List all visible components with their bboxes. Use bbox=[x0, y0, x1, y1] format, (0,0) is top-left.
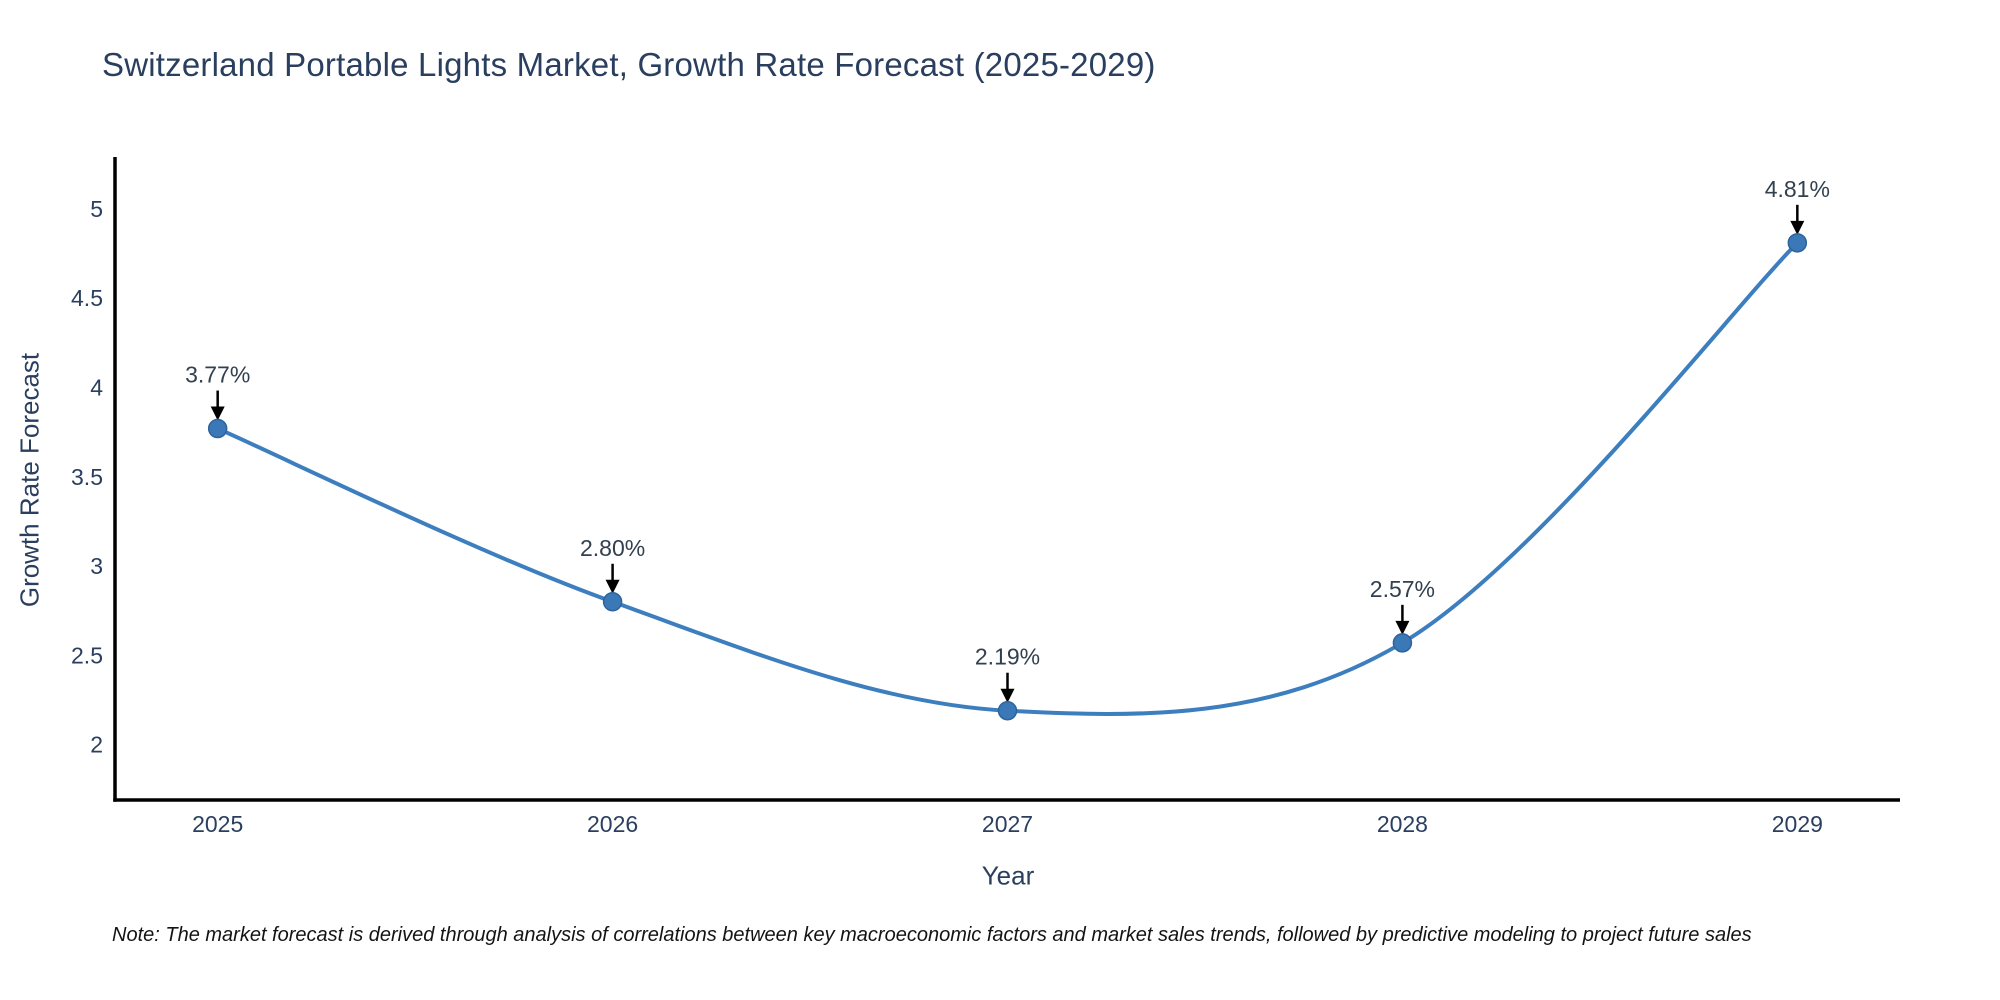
data-point-marker bbox=[207, 418, 228, 439]
y-tick-label: 3.5 bbox=[71, 464, 103, 490]
data-point-marker bbox=[602, 592, 623, 612]
y-tick-label: 2.5 bbox=[71, 642, 103, 668]
y-tick-label: 4.5 bbox=[71, 285, 103, 311]
x-tick-label: 2026 bbox=[587, 811, 638, 837]
x-axis-title: Year bbox=[981, 860, 1035, 891]
data-point-label: 4.81% bbox=[1765, 176, 1830, 202]
y-tick-label: 4 bbox=[90, 374, 103, 400]
data-point-label: 2.19% bbox=[975, 644, 1040, 670]
annotation-arrow-head bbox=[1000, 688, 1015, 703]
data-point-marker bbox=[997, 700, 1018, 721]
y-tick-label: 3 bbox=[90, 553, 103, 579]
y-tick-label: 2 bbox=[90, 732, 103, 758]
data-point-label: 3.77% bbox=[185, 362, 250, 388]
x-tick-label: 2028 bbox=[1377, 811, 1428, 837]
chart-footnote: Note: The market forecast is derived thr… bbox=[112, 924, 1752, 946]
x-tick-label: 2027 bbox=[982, 811, 1033, 837]
chart-title: Switzerland Portable Lights Market, Grow… bbox=[102, 46, 1156, 83]
annotation-arrow-head bbox=[1790, 220, 1805, 235]
data-point-label: 2.80% bbox=[580, 535, 645, 561]
x-tick-label: 2029 bbox=[1772, 811, 1823, 837]
annotation-arrow-head bbox=[1395, 620, 1410, 635]
annotation-arrow-head bbox=[210, 406, 225, 421]
x-tick-label: 2025 bbox=[192, 811, 243, 837]
y-axis-title: Growth Rate Forecast bbox=[14, 352, 45, 608]
data-point-label: 2.57% bbox=[1370, 576, 1435, 602]
data-point-marker bbox=[1392, 633, 1413, 653]
data-point-marker bbox=[1787, 233, 1808, 253]
annotation-arrow-head bbox=[605, 579, 620, 594]
y-tick-label: 5 bbox=[90, 196, 103, 222]
